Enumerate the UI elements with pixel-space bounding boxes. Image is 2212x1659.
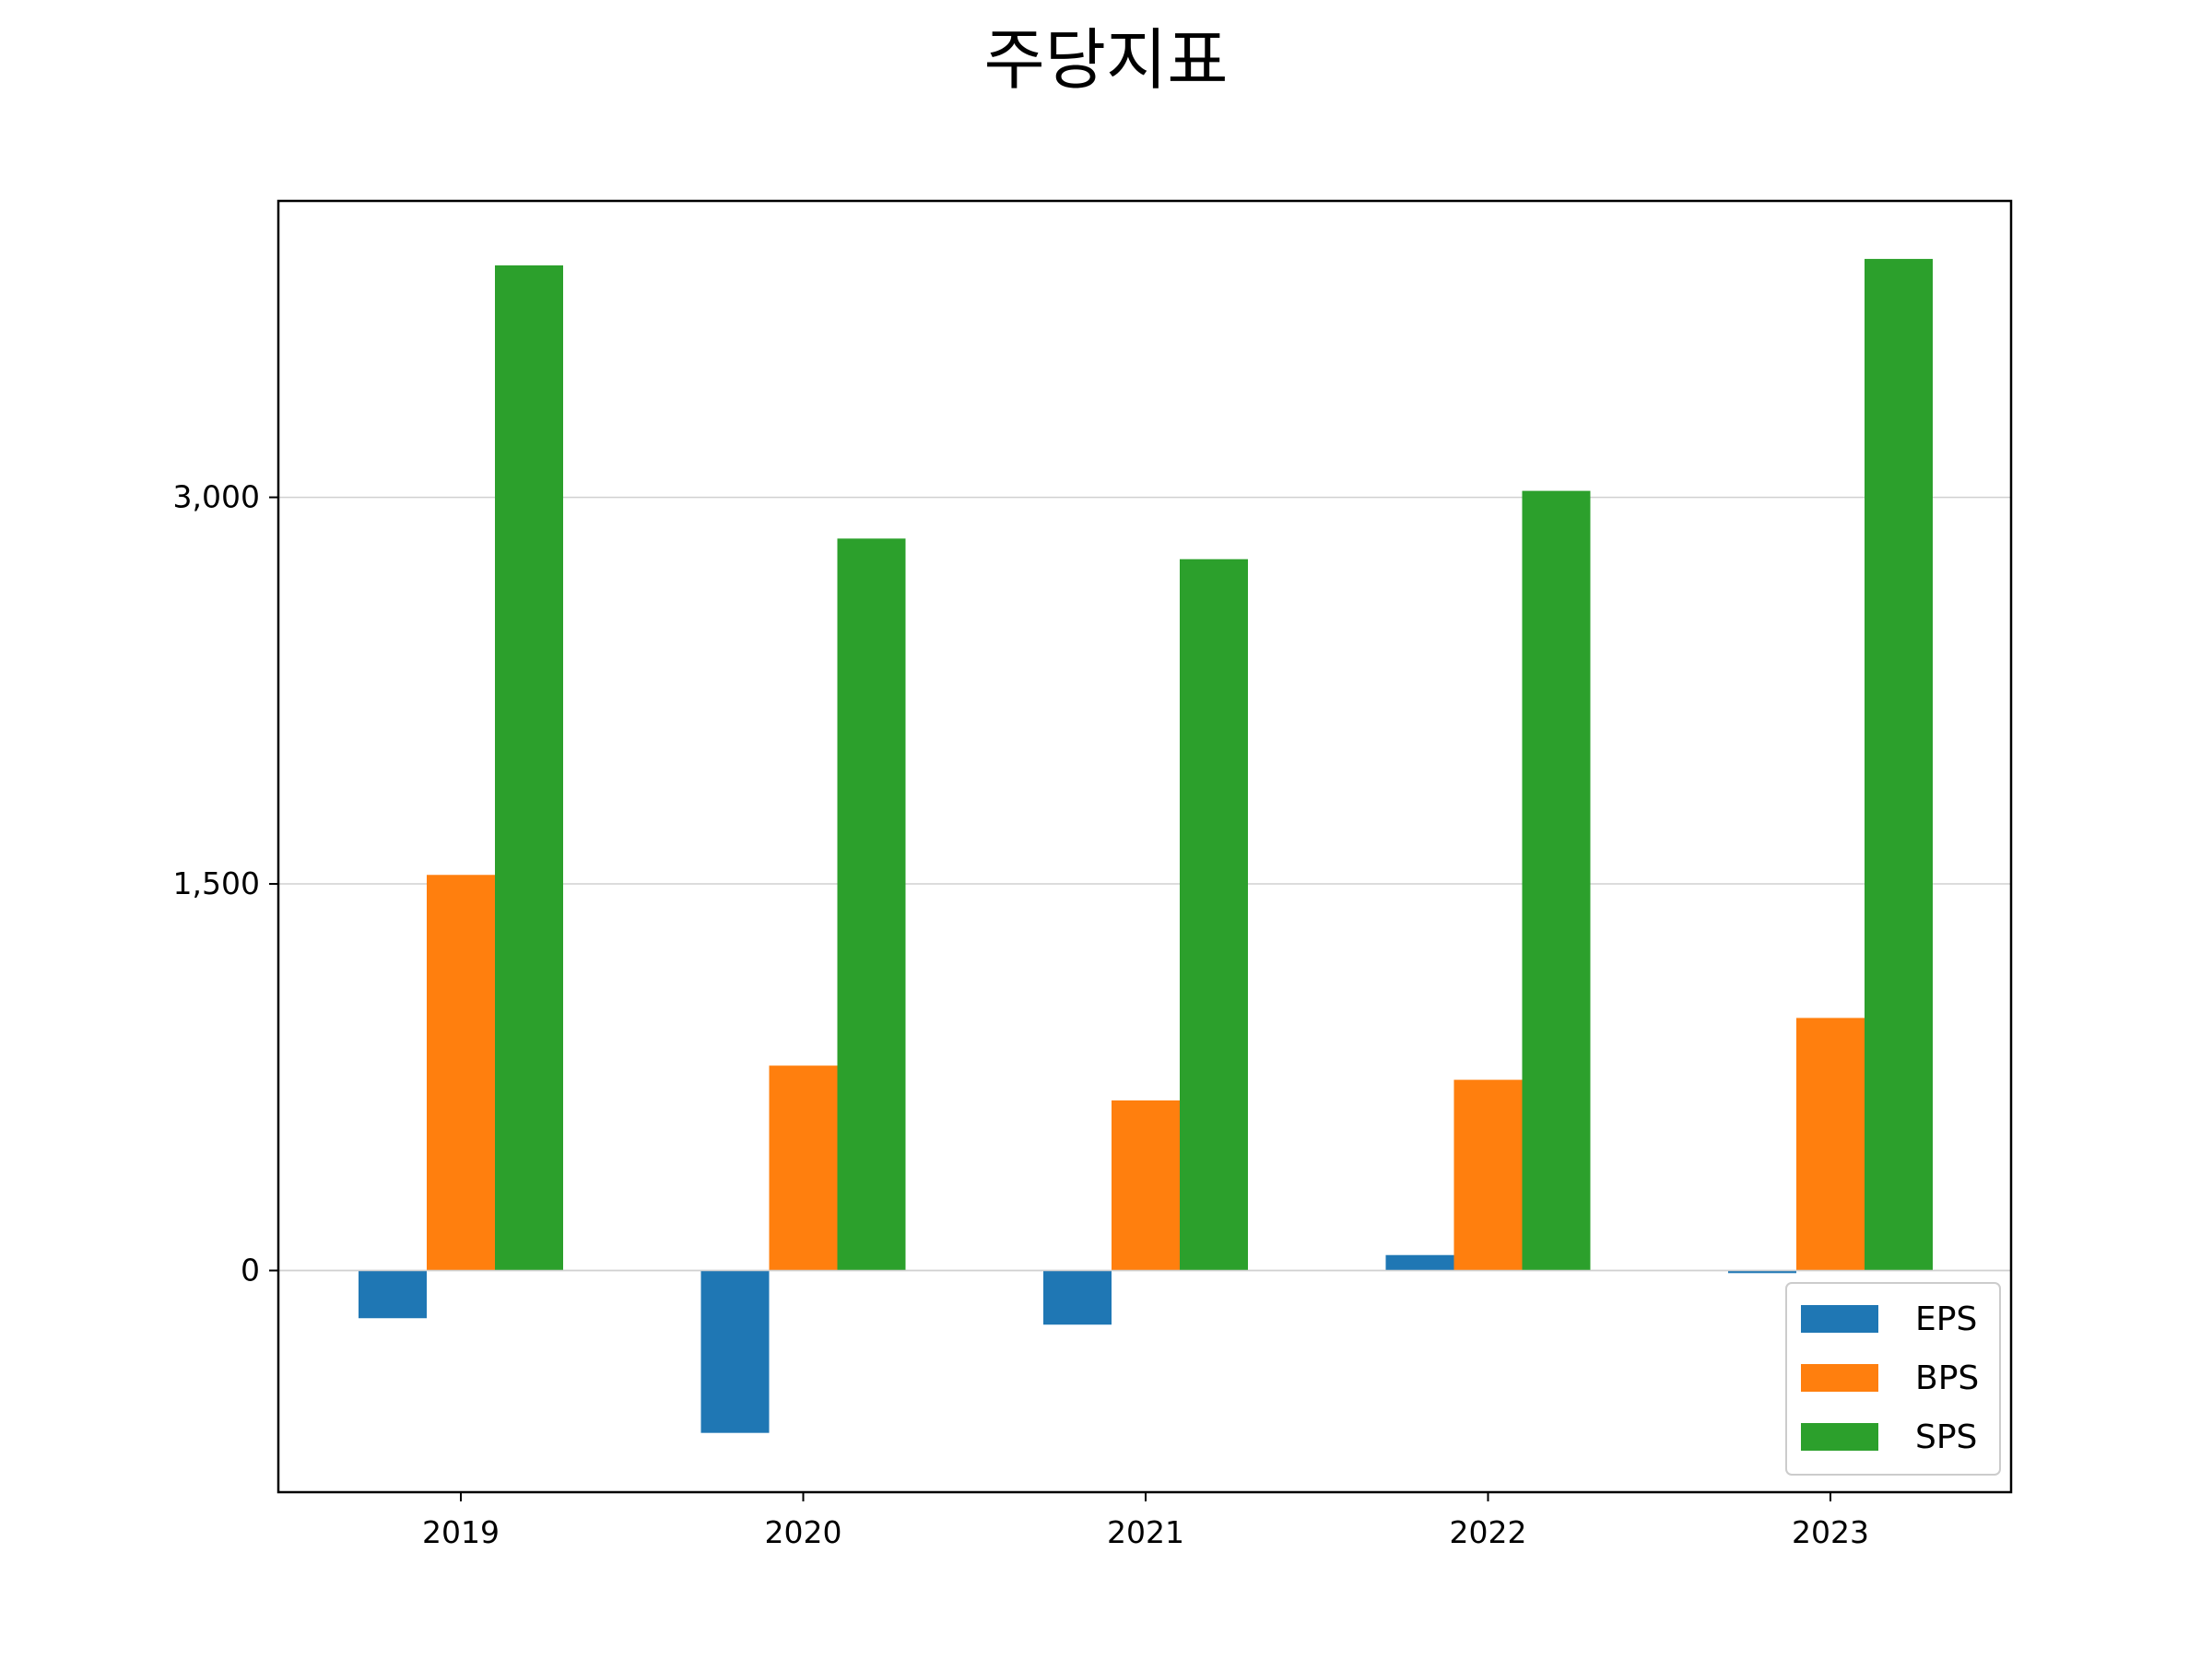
y-axis: 0 1,500 3,000 <box>173 479 278 1288</box>
x-tick-label: 2022 <box>1450 1514 1527 1550</box>
bar-bps-2019 <box>427 875 495 1271</box>
bar-eps-2022 <box>1385 1254 1454 1271</box>
legend-label-eps: EPS <box>1915 1300 1977 1338</box>
bar-sps-2023 <box>1865 258 1933 1271</box>
bar-eps-2020 <box>700 1270 770 1433</box>
x-tick-label: 2021 <box>1107 1514 1184 1550</box>
legend-swatch-eps <box>1801 1305 1878 1333</box>
y-tick-label: 1,500 <box>173 865 260 901</box>
legend-label-bps: BPS <box>1915 1359 1979 1397</box>
legend: EPS BPS SPS <box>1785 1282 2001 1476</box>
chart-title: 주당지표 <box>984 21 1229 99</box>
bar-bps-2021 <box>1112 1100 1180 1271</box>
x-tick-label: 2023 <box>1792 1514 1869 1550</box>
bar-eps-2023 <box>1728 1270 1796 1274</box>
x-tick-label: 2020 <box>765 1514 842 1550</box>
bar-bps-2022 <box>1453 1079 1523 1271</box>
bars <box>359 258 1933 1433</box>
bar-sps-2019 <box>495 265 563 1271</box>
x-tick-label: 2019 <box>422 1514 500 1550</box>
legend-label-sps: SPS <box>1915 1418 1977 1456</box>
bar-bps-2020 <box>769 1065 838 1271</box>
x-axis: 2019 2020 2021 2022 2023 <box>422 1492 1869 1550</box>
y-tick-label: 3,000 <box>173 479 260 515</box>
legend-swatch-sps <box>1801 1423 1878 1451</box>
bar-sps-2020 <box>837 538 906 1271</box>
legend-swatch-bps <box>1801 1364 1878 1392</box>
bar-eps-2019 <box>359 1270 427 1319</box>
bar-bps-2023 <box>1796 1018 1865 1271</box>
bar-sps-2021 <box>1180 559 1248 1271</box>
y-tick-label: 0 <box>241 1253 260 1288</box>
bar-eps-2021 <box>1043 1270 1112 1325</box>
bar-sps-2022 <box>1522 490 1591 1271</box>
